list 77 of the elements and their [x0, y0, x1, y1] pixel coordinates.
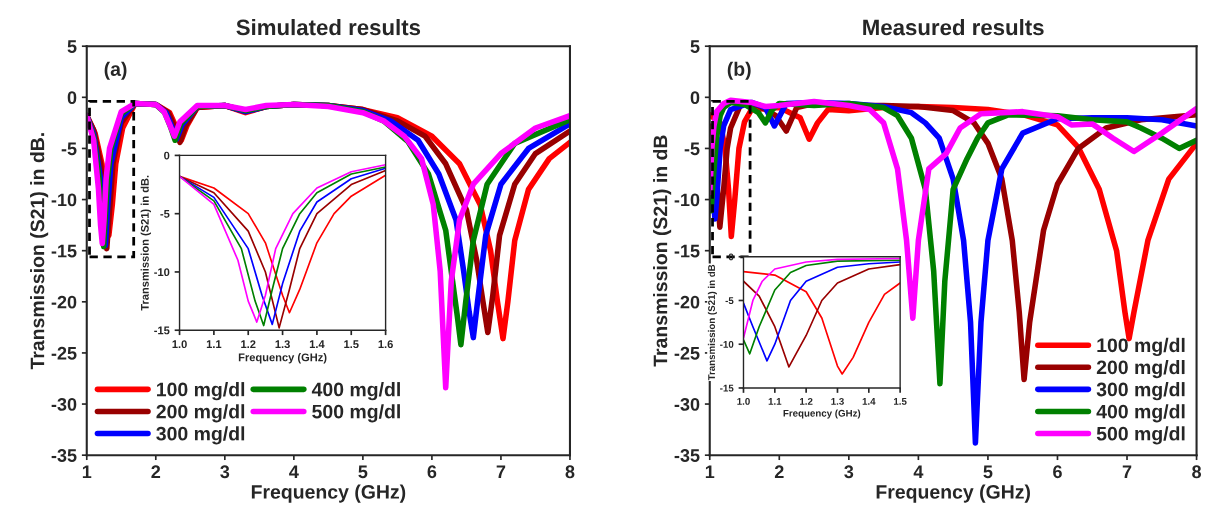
y-tick-label: -10: [154, 268, 170, 277]
y-tick-label: -10: [720, 340, 734, 348]
legend-label: 100 mg/dl: [1097, 337, 1185, 357]
x-tick-label: 1.2: [241, 340, 256, 348]
y-tick-label: -10: [51, 193, 77, 207]
x-tick-label: 3: [844, 465, 854, 479]
y-tick-label: -35: [674, 449, 700, 462]
legend-label: 500 mg/dl: [312, 404, 400, 423]
x-tick-label: 5: [983, 465, 993, 479]
x-tick-label: 1.3: [831, 397, 844, 405]
x-tick-label: 1: [705, 465, 715, 478]
legend-label: 400 mg/dl: [1096, 404, 1185, 423]
x-tick-label: 1.6: [378, 340, 393, 349]
y-tick-label: 0: [67, 91, 77, 105]
x-tick-label: 1.4: [862, 398, 876, 405]
annotation: (b): [727, 61, 751, 80]
x-tick-label: 5: [358, 465, 368, 479]
y-tick-label: -15: [154, 326, 170, 335]
x-axis-title: Frequency (GHz): [876, 484, 1030, 503]
x-tick-label: 6: [427, 465, 437, 479]
y-tick-label: -25: [51, 346, 77, 360]
x-tick-label: 2: [774, 465, 784, 478]
y-tick-label: -5: [725, 297, 734, 305]
legend-label: 300 mg/dl: [156, 426, 245, 445]
y-tick-label: -30: [674, 397, 700, 411]
chart-title: Simulated results: [236, 18, 421, 36]
x-tick-label: 1.5: [893, 398, 907, 405]
legend-label: 400 mg/dl: [311, 382, 400, 401]
y-axis-title: Transmission (S21) in dB: [653, 135, 672, 367]
x-tick-label: 1.1: [206, 340, 222, 348]
x-axis-title: Frequency (GHz): [783, 409, 861, 419]
y-tick-label: -15: [674, 244, 700, 258]
y-tick-label: -15: [51, 244, 77, 258]
legend-label: 500 mg/dl: [1096, 426, 1185, 445]
y-tick-label: -15: [720, 384, 734, 392]
annotation: (a): [104, 61, 127, 80]
x-tick-label: 1.2: [800, 397, 813, 405]
x-tick-label: 1.0: [737, 397, 750, 405]
y-tick-label: 5: [690, 40, 700, 53]
y-tick-label: -20: [674, 295, 700, 309]
x-tick-label: 1.4: [309, 340, 325, 348]
x-axis-title: Frequency (GHz): [251, 484, 406, 503]
x-tick-label: 7: [496, 465, 506, 478]
y-axis-title: Transmission (S21) in dB.: [30, 133, 49, 370]
legend-label: 200 mg/dl: [1096, 359, 1185, 379]
y-tick-label: -25: [674, 346, 700, 360]
x-tick-label: 7: [1122, 465, 1132, 478]
y-tick-label: -5: [684, 142, 700, 156]
y-tick-label: 5: [67, 40, 77, 53]
x-tick-label: 1.5: [344, 340, 359, 349]
y-axis-title: Transmission (S21) in dB: [707, 264, 717, 381]
x-tick-label: 1.0: [172, 340, 187, 349]
legend-label: 300 mg/dl: [1096, 382, 1185, 401]
x-tick-label: 8: [1192, 465, 1202, 479]
x-tick-label: 3: [220, 465, 230, 479]
x-tick-label: 1: [82, 465, 92, 478]
x-tick-label: 4: [289, 465, 299, 478]
y-tick-label: 0: [728, 253, 734, 261]
x-tick-label: 2: [151, 465, 161, 478]
y-tick-label: -10: [674, 193, 700, 207]
x-tick-label: 8: [565, 465, 575, 479]
x-tick-label: 4: [913, 465, 924, 478]
legend-label: 100 mg/dl: [157, 382, 245, 401]
x-tick-label: 1.3: [275, 340, 290, 349]
y-tick-label: -5: [61, 142, 77, 156]
legend-label: 200 mg/dl: [156, 404, 245, 423]
y-axis-title: Transmission (S21) in dB.: [140, 175, 151, 311]
y-tick-label: 0: [690, 91, 700, 105]
chart-title: Measured results: [863, 18, 1044, 36]
x-axis-title: Frequency (GHz): [238, 353, 327, 364]
y-tick-label: 0: [164, 151, 170, 160]
y-tick-label: -5: [160, 210, 170, 218]
y-tick-label: -30: [51, 397, 77, 411]
y-tick-label: -20: [51, 295, 77, 309]
x-tick-label: 1.1: [768, 398, 782, 405]
x-tick-label: 6: [1053, 465, 1062, 479]
y-tick-label: -35: [51, 449, 77, 462]
